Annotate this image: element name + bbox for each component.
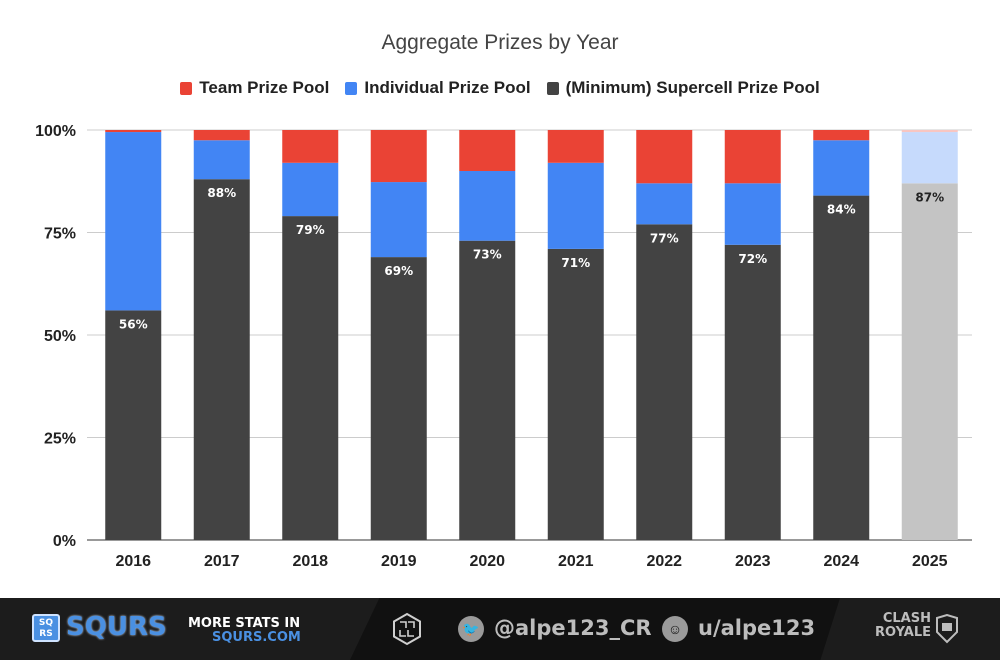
legend: Team Prize Pool Individual Prize Pool (M…	[0, 78, 1000, 98]
bar-segment	[901, 183, 958, 541]
x-tick-label: 2022	[646, 553, 682, 570]
bar-segment	[547, 162, 604, 249]
y-tick-label: 50%	[44, 328, 76, 345]
data-label: 77%	[650, 231, 679, 245]
legend-item-team: Team Prize Pool	[180, 78, 329, 98]
legend-swatch-team	[180, 81, 193, 95]
footer-banner: SQ RS SQURS MORE STATS IN SQURS.COM 🐦 @a…	[0, 598, 1000, 660]
clash-royale-logo-line1: CLASH	[882, 611, 931, 626]
squrs-brand: SQURS	[66, 612, 167, 642]
bar-segment	[636, 183, 693, 225]
bar-segment	[370, 257, 427, 540]
footer-mid-panel	[350, 598, 840, 660]
bar-segment	[370, 130, 427, 183]
legend-item-individual: Individual Prize Pool	[345, 78, 531, 98]
legend-label-individual: Individual Prize Pool	[364, 78, 531, 97]
chart-title: Aggregate Prizes by Year	[381, 31, 619, 54]
x-tick-label: 2024	[823, 553, 859, 570]
bar-segment	[813, 140, 870, 196]
twitter-icon: 🐦	[458, 616, 484, 642]
legend-swatch-individual	[345, 81, 358, 95]
bar-segment	[459, 171, 516, 241]
creator-logo-icon	[393, 612, 421, 646]
bar-segment	[813, 195, 870, 540]
data-label: 72%	[738, 252, 767, 266]
bar-segment	[193, 179, 250, 540]
y-tick-label: 75%	[44, 226, 76, 243]
bar-segment	[459, 130, 516, 171]
data-label: 88%	[207, 186, 236, 200]
bar-segment	[547, 248, 604, 540]
chart-plot: 0% 25% 50% 75% 100% 56% 2016 88% 2017 79% 2018 69% 2…	[35, 123, 972, 570]
bar-segment	[901, 130, 958, 133]
x-tick-label: 2017	[204, 553, 240, 570]
data-label: 79%	[296, 223, 325, 237]
more-stats-text: MORE STATS IN	[188, 616, 301, 631]
bar-segment	[459, 240, 516, 540]
bar-segment	[105, 132, 162, 311]
bar-segment	[282, 162, 339, 217]
reddit-icon: ☺	[662, 616, 688, 642]
bar-segment	[105, 130, 162, 133]
data-label: 56%	[119, 317, 148, 331]
bar-segment	[636, 224, 693, 541]
y-tick-label: 0%	[53, 533, 76, 550]
y-tick-label: 25%	[44, 431, 76, 448]
x-tick-label: 2016	[115, 553, 151, 570]
x-tick-label: 2023	[735, 553, 771, 570]
bar-segment	[813, 130, 870, 141]
bar-segment	[547, 130, 604, 163]
bar-segment	[724, 183, 781, 245]
x-tick-label: 2018	[292, 553, 328, 570]
x-tick-label: 2025	[912, 553, 948, 570]
legend-label-supercell: (Minimum) Supercell Prize Pool	[565, 78, 820, 97]
legend-item-supercell: (Minimum) Supercell Prize Pool	[546, 78, 820, 98]
squrs-link[interactable]: SQURS.COM	[212, 630, 301, 645]
bar-segment	[901, 132, 958, 184]
twitter-handle[interactable]: @alpe123_CR	[494, 616, 652, 640]
bar-segment	[636, 130, 693, 184]
reddit-handle[interactable]: u/alpe123	[698, 616, 816, 640]
data-label: 69%	[384, 264, 413, 278]
data-label: 73%	[473, 248, 502, 262]
clash-royale-logo-line2: ROYALE	[875, 625, 931, 640]
bar-segment	[370, 182, 427, 258]
clash-royale-logo: CLASH ROYALE	[875, 612, 931, 640]
bar-segment	[105, 310, 162, 540]
bar-segment	[724, 130, 781, 184]
legend-label-team: Team Prize Pool	[199, 78, 330, 97]
crown-shield-icon	[936, 614, 958, 644]
data-label: 71%	[561, 256, 590, 270]
bar-segment	[282, 216, 339, 540]
x-tick-label: 2020	[469, 553, 505, 570]
bar-segment	[193, 140, 250, 180]
bar-segment	[724, 244, 781, 541]
data-label: 84%	[827, 203, 856, 217]
data-label: 87%	[915, 190, 944, 204]
y-tick-label: 100%	[35, 123, 76, 140]
x-tick-label: 2021	[558, 553, 594, 570]
squrs-logo-icon: SQ RS	[32, 614, 60, 642]
bar-segment	[193, 130, 250, 141]
bar-segment	[282, 130, 339, 163]
legend-swatch-supercell	[546, 81, 559, 95]
x-tick-label: 2019	[381, 553, 417, 570]
